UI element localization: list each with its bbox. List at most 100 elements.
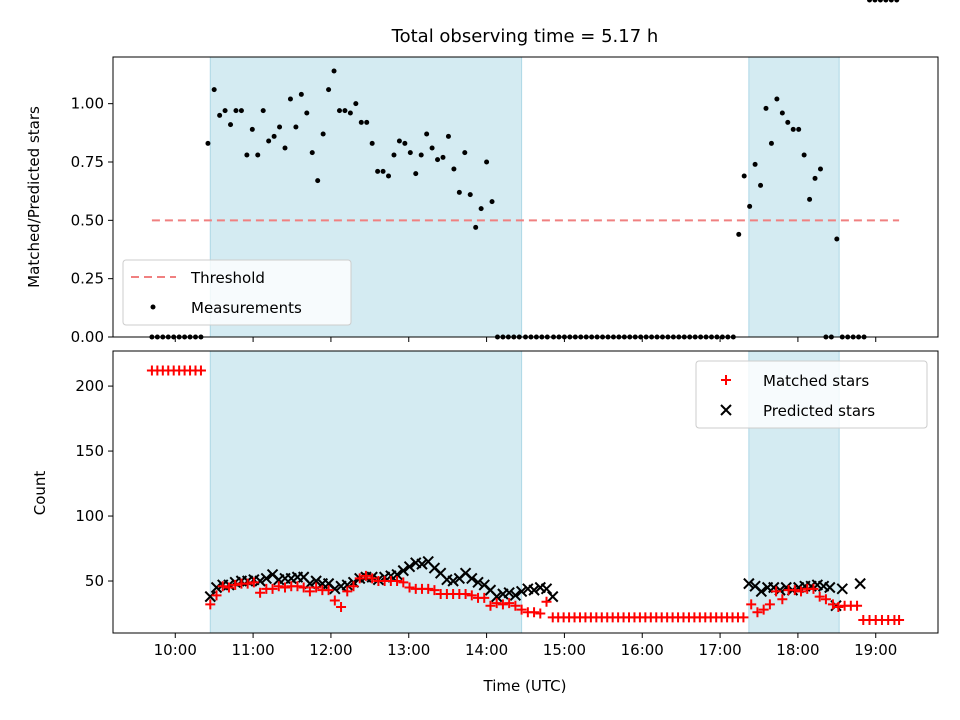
predicted-star-point bbox=[528, 584, 540, 596]
count-axis-title: Count bbox=[31, 471, 49, 516]
x-tick-label: 19:00 bbox=[854, 641, 897, 659]
measurement-point bbox=[484, 159, 490, 165]
measurement-point bbox=[249, 126, 255, 132]
measurement-point bbox=[266, 138, 272, 144]
matched-star-point bbox=[758, 604, 769, 615]
measurement-point bbox=[429, 145, 435, 151]
x-axis-title: Time (UTC) bbox=[483, 677, 567, 695]
matched-star-point bbox=[323, 585, 334, 596]
measurement-point bbox=[424, 131, 430, 137]
measurement-point bbox=[489, 199, 495, 205]
measurement-point bbox=[358, 119, 364, 125]
measurement-point bbox=[758, 182, 764, 188]
ratio-axis-title: Matched/Predicted stars bbox=[25, 106, 43, 288]
measurement-point bbox=[796, 126, 802, 132]
predicted-star-point bbox=[509, 589, 522, 602]
matched-star-point bbox=[292, 581, 303, 592]
measurement-point bbox=[872, 0, 878, 3]
matched-star-point bbox=[541, 596, 552, 607]
measurement-point bbox=[287, 96, 293, 102]
matched-star-point bbox=[329, 595, 340, 606]
matched-star-point bbox=[771, 586, 782, 597]
x-tick-label: 15:00 bbox=[543, 641, 586, 659]
matched-star-point bbox=[466, 590, 477, 601]
matched-star-point bbox=[280, 582, 291, 593]
measurement-point bbox=[812, 175, 818, 181]
matched-star-point bbox=[738, 612, 749, 623]
legend-predicted-label: Predicted stars bbox=[763, 402, 875, 420]
measurement-point bbox=[834, 236, 840, 242]
measurement-point bbox=[233, 108, 239, 114]
measurement-point bbox=[304, 110, 310, 116]
x-tick-label: 16:00 bbox=[621, 641, 664, 659]
predicted-star-point bbox=[515, 585, 528, 598]
count-panel: 50 100 150 200 10:00 11:00 12:00 13:00 14:00 15:0… bbox=[75, 350, 939, 659]
matched-star-point bbox=[504, 598, 515, 609]
y-tick-label: 150 bbox=[75, 442, 104, 460]
measurement-point bbox=[736, 231, 742, 237]
legend-matched-label: Matched stars bbox=[763, 372, 869, 390]
measurement-point bbox=[807, 196, 813, 202]
ratio-legend: Threshold Measurements bbox=[122, 259, 352, 326]
matched-star-point bbox=[342, 586, 353, 597]
measurement-point bbox=[467, 192, 473, 198]
measurement-point bbox=[342, 108, 348, 114]
matched-star-point bbox=[852, 600, 863, 611]
matched-star-point bbox=[460, 589, 471, 600]
matched-star-point bbox=[336, 602, 347, 613]
measurement-point bbox=[396, 138, 402, 144]
measurement-point bbox=[364, 119, 370, 125]
matched-star-point bbox=[833, 602, 844, 613]
matched-star-point bbox=[820, 594, 831, 605]
matched-star-point bbox=[298, 582, 309, 593]
predicted-star-point bbox=[743, 577, 755, 590]
matched-star-point bbox=[535, 608, 546, 619]
matched-star-point bbox=[510, 600, 521, 611]
ratio-legend-box bbox=[122, 259, 352, 326]
measurement-point bbox=[217, 112, 223, 118]
matched-star-point bbox=[242, 578, 253, 589]
matched-star-point bbox=[211, 590, 222, 601]
predicted-star-point bbox=[204, 590, 216, 603]
predicted-star-point bbox=[755, 585, 768, 598]
matched-star-point bbox=[223, 582, 234, 593]
measurement-point bbox=[817, 166, 823, 172]
measurement-point bbox=[888, 0, 894, 3]
x-tick-label: 12:00 bbox=[309, 641, 352, 659]
measurement-point bbox=[801, 152, 807, 158]
legend-measurements-swatch bbox=[150, 304, 156, 310]
chart-title: Total observing time = 5.17 h bbox=[391, 26, 659, 47]
matched-star-point bbox=[267, 583, 278, 594]
legend-threshold-label: Threshold bbox=[190, 269, 265, 287]
measurement-point bbox=[347, 110, 353, 116]
measurement-point bbox=[435, 157, 441, 163]
x-tick-label: 17:00 bbox=[698, 641, 741, 659]
matched-star-point bbox=[205, 599, 216, 610]
measurement-point bbox=[440, 154, 446, 160]
measurement-point bbox=[260, 108, 266, 114]
matched-star-point bbox=[529, 607, 540, 618]
predicted-star-point bbox=[260, 572, 273, 585]
measurement-point bbox=[768, 140, 774, 146]
measurement-point bbox=[478, 206, 484, 212]
matched-star-point bbox=[423, 583, 434, 594]
matched-star-point bbox=[195, 365, 206, 376]
predicted-star-point bbox=[310, 575, 322, 587]
y-tick-label: 0.25 bbox=[71, 270, 104, 288]
measurement-point bbox=[271, 133, 277, 139]
x-tick-label: 11:00 bbox=[231, 641, 274, 659]
predicted-star-point bbox=[472, 576, 484, 589]
matched-star-point bbox=[398, 577, 409, 588]
predicted-star-point bbox=[397, 564, 410, 577]
y-tick-label: 200 bbox=[75, 377, 104, 395]
measurement-point bbox=[353, 101, 359, 107]
measurement-point bbox=[462, 150, 468, 156]
predicted-star-point bbox=[824, 581, 836, 594]
count-legend: Matched stars Predicted stars bbox=[695, 360, 928, 429]
measurement-point bbox=[747, 203, 753, 209]
measurement-point bbox=[774, 96, 780, 102]
matched-star-point bbox=[311, 582, 322, 593]
count-panel-frame bbox=[112, 350, 939, 634]
measurement-point bbox=[391, 152, 397, 158]
